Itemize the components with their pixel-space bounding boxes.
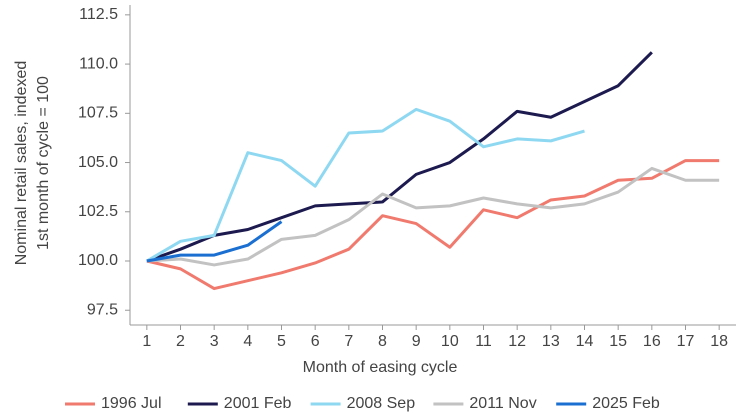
y-tick-label: 97.5 — [87, 301, 118, 318]
legend-label: 2025 Feb — [592, 395, 660, 412]
x-tick-label: 10 — [441, 333, 459, 350]
x-tick-label: 4 — [243, 333, 252, 350]
x-tick-label: 2 — [176, 333, 185, 350]
legend-label: 2008 Sep — [347, 395, 416, 412]
series-line — [146, 159, 720, 291]
series-line — [146, 51, 653, 263]
y-tick-label: 100.0 — [78, 252, 118, 269]
legend-label: 2011 Nov — [469, 395, 536, 412]
x-tick-label: 8 — [378, 333, 387, 350]
series-line — [146, 166, 720, 267]
series-line — [146, 220, 283, 263]
y-axis-label: Nominal retail sales, indexed — [13, 61, 30, 266]
y-tick-label: 107.5 — [78, 105, 118, 122]
x-axis-label: Month of easing cycle — [303, 359, 458, 376]
series-line — [146, 107, 585, 263]
x-tick-label: 12 — [508, 333, 526, 350]
y-axis-label: 1st month of cycle = 100 — [35, 76, 52, 250]
x-tick-label: 9 — [412, 333, 421, 350]
x-tick-label: 7 — [344, 333, 353, 350]
x-tick-label: 18 — [710, 333, 728, 350]
x-tick-label: 13 — [542, 333, 560, 350]
x-tick-label: 6 — [311, 333, 320, 350]
y-tick-label: 110.0 — [79, 55, 118, 72]
legend-label: 2001 Feb — [224, 395, 292, 412]
x-tick-label: 3 — [210, 333, 219, 350]
y-tick-label: 102.5 — [78, 203, 118, 220]
x-tick-label: 1 — [142, 333, 151, 350]
y-tick-label: 105.0 — [78, 154, 118, 171]
y-tick-label: 112.5 — [79, 6, 118, 23]
x-tick-label: 5 — [277, 333, 286, 350]
x-tick-label: 15 — [609, 333, 627, 350]
x-tick-label: 16 — [643, 333, 661, 350]
x-tick-label: 17 — [677, 333, 695, 350]
legend-label: 1996 Jul — [101, 395, 162, 412]
x-tick-label: 14 — [576, 333, 594, 350]
x-tick-label: 11 — [475, 333, 492, 350]
